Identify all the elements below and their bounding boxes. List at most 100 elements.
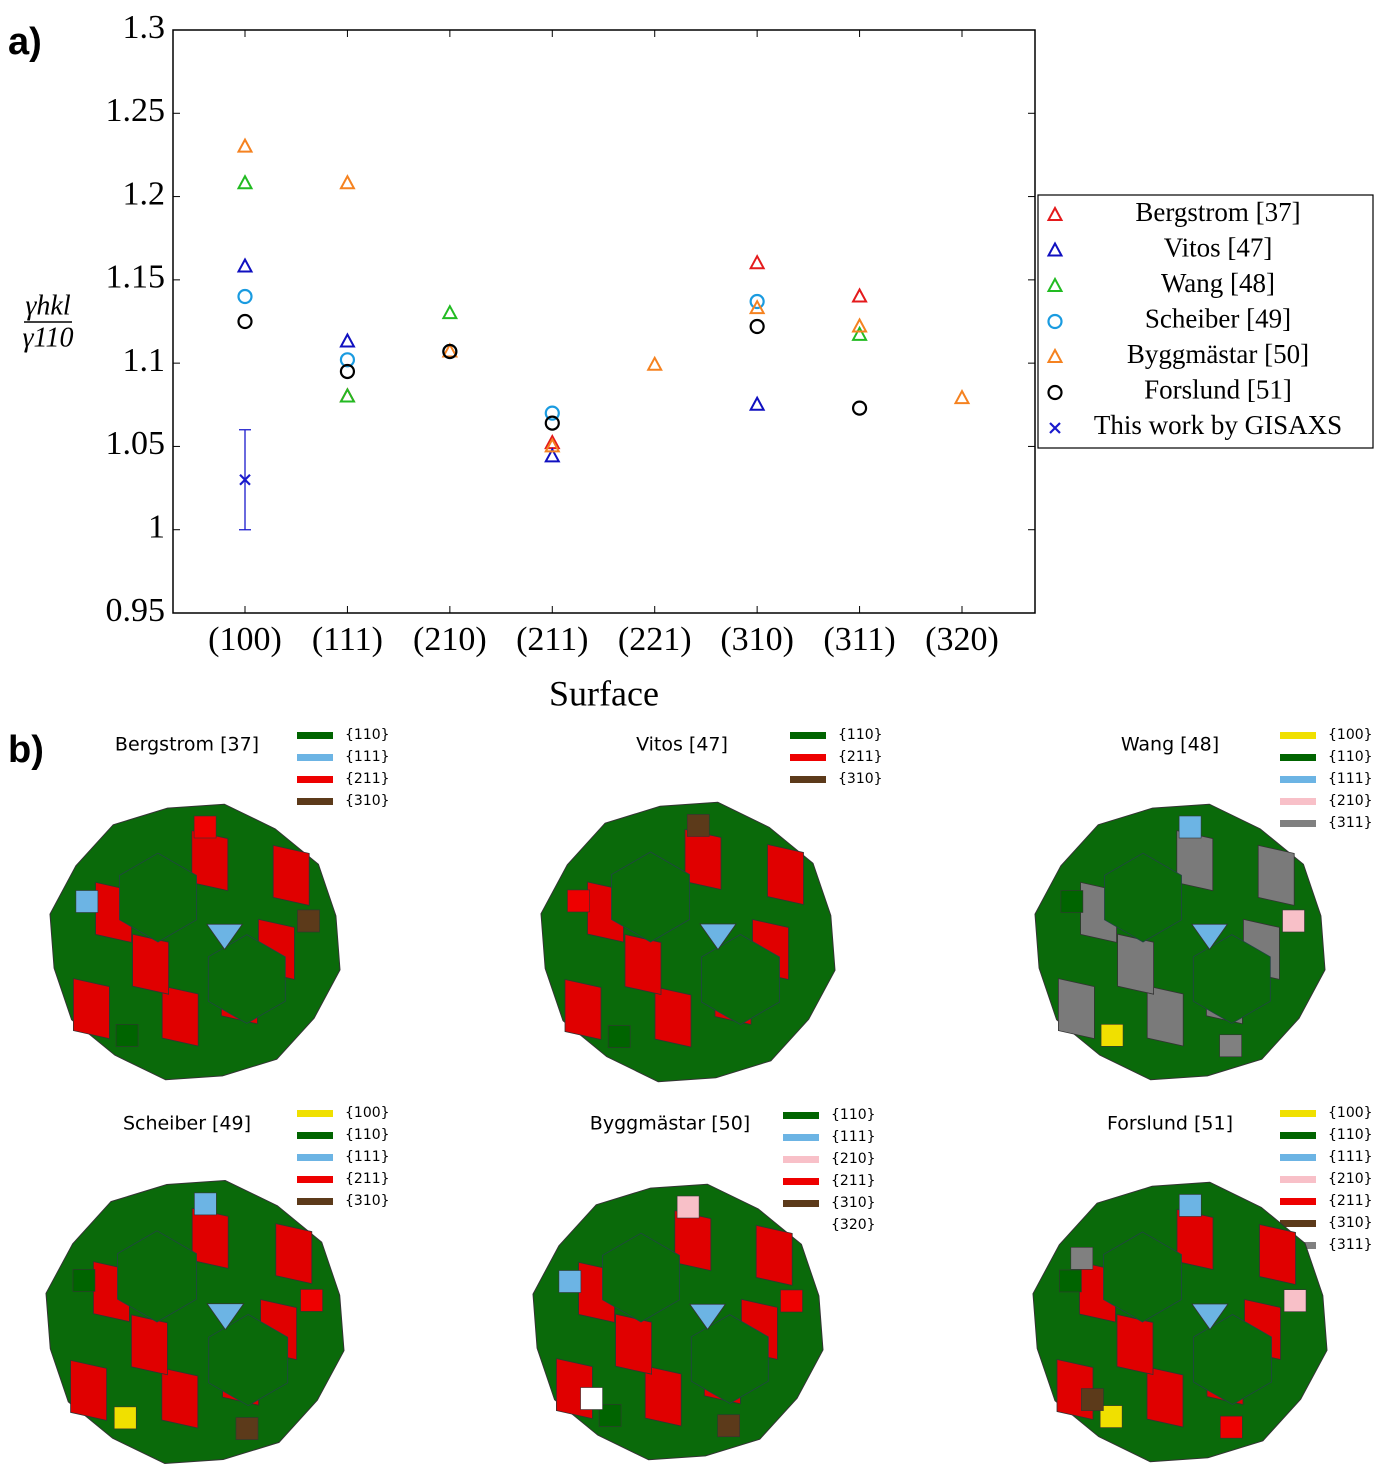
legend-label: {100} bbox=[1328, 1105, 1373, 1121]
facet bbox=[75, 890, 99, 913]
shape-title: Forslund [51] bbox=[1107, 1113, 1233, 1135]
legend-swatch bbox=[783, 1200, 819, 1207]
y-tick-label: 1.2 bbox=[123, 175, 166, 212]
facet bbox=[567, 889, 590, 913]
legend-label: {111} bbox=[1328, 771, 1373, 787]
legend-label: {211} bbox=[831, 1173, 876, 1189]
facet bbox=[598, 1404, 622, 1427]
legend-swatch bbox=[1280, 754, 1316, 761]
facet bbox=[602, 1232, 680, 1323]
triangle-marker bbox=[236, 174, 254, 190]
legend-swatch bbox=[297, 1176, 333, 1183]
triangle-marker bbox=[1046, 205, 1064, 221]
facet bbox=[699, 923, 737, 951]
y-tick-label: 1.15 bbox=[106, 259, 166, 296]
x-tick-label: (320) bbox=[925, 621, 999, 658]
triangle-marker bbox=[1046, 276, 1064, 292]
triangle-marker bbox=[236, 257, 254, 273]
facet bbox=[73, 978, 110, 1040]
facet bbox=[207, 934, 286, 1024]
triangle-marker bbox=[1046, 347, 1064, 363]
facet bbox=[1099, 1405, 1123, 1428]
facet bbox=[1070, 1247, 1094, 1270]
facet bbox=[701, 934, 780, 1025]
triangle-marker bbox=[339, 387, 356, 403]
legend-label: {100} bbox=[1328, 727, 1373, 743]
facet bbox=[70, 1359, 107, 1421]
legend-label: {110} bbox=[345, 1127, 390, 1143]
facet bbox=[300, 1289, 323, 1312]
circle-marker bbox=[544, 405, 560, 421]
facet bbox=[275, 1223, 313, 1285]
facet bbox=[206, 1303, 245, 1331]
facet bbox=[161, 1367, 199, 1429]
legend-box bbox=[1037, 194, 1374, 449]
legend-label: {211} bbox=[345, 1171, 390, 1187]
facet bbox=[624, 934, 662, 995]
facet bbox=[1257, 844, 1295, 906]
circle-marker bbox=[339, 352, 356, 368]
legend-label: {100} bbox=[345, 1105, 390, 1121]
facet bbox=[1060, 890, 1084, 913]
y-tick-label: 1.25 bbox=[106, 92, 166, 129]
legend-label: Wang [48] bbox=[1161, 268, 1275, 298]
legend-swatch bbox=[790, 732, 826, 739]
facet bbox=[644, 1365, 682, 1427]
legend-label: {110} bbox=[1328, 749, 1373, 765]
legend-label: {311} bbox=[1328, 815, 1373, 831]
facet bbox=[1220, 1415, 1243, 1439]
facet bbox=[1146, 1366, 1184, 1428]
legend-label: {111} bbox=[345, 1149, 390, 1165]
x-axis-label: Surface bbox=[549, 673, 659, 713]
legend-swatch bbox=[297, 732, 333, 739]
facet bbox=[1081, 1388, 1104, 1411]
legend-swatch bbox=[297, 1154, 333, 1161]
legend-swatch bbox=[1280, 1132, 1316, 1139]
y-tick-label: 1.1 bbox=[123, 342, 166, 379]
facet bbox=[1259, 1224, 1296, 1285]
facet bbox=[558, 1270, 582, 1293]
circle-marker bbox=[544, 415, 560, 431]
facet bbox=[191, 830, 229, 892]
facet bbox=[580, 1387, 603, 1410]
triangle-marker bbox=[646, 355, 663, 371]
triangle-marker bbox=[748, 254, 766, 270]
particle-shape bbox=[1034, 803, 1326, 1081]
circle-marker bbox=[749, 318, 765, 335]
legend-swatch bbox=[297, 798, 333, 805]
facet bbox=[1103, 1231, 1182, 1323]
triangle-marker bbox=[748, 299, 766, 315]
facet bbox=[615, 1313, 652, 1375]
legend-label: {211} bbox=[838, 749, 883, 765]
legend-label: {310} bbox=[838, 771, 883, 787]
facet bbox=[1178, 1194, 1202, 1217]
legend-swatch bbox=[790, 754, 826, 761]
facet bbox=[1193, 1314, 1272, 1405]
facet bbox=[1176, 830, 1214, 892]
facet bbox=[1176, 1209, 1214, 1270]
facet bbox=[717, 1414, 740, 1438]
legend-swatch bbox=[1280, 1176, 1316, 1183]
legend-swatch bbox=[297, 754, 333, 761]
triangle-marker bbox=[441, 304, 459, 320]
facet bbox=[767, 844, 804, 905]
particle-shape bbox=[540, 801, 836, 1083]
facet bbox=[684, 829, 722, 890]
legend-swatch bbox=[1280, 1154, 1316, 1161]
x-tick-label: (100) bbox=[208, 621, 282, 658]
y-tick-label: 0.95 bbox=[106, 592, 166, 629]
legend-label: {110} bbox=[838, 727, 883, 743]
y-tick-label: 1.05 bbox=[106, 425, 166, 462]
panel-label: b) bbox=[8, 729, 44, 771]
particle-shape bbox=[49, 803, 341, 1081]
facet bbox=[272, 844, 310, 906]
plot-frame bbox=[172, 29, 1036, 614]
x-marker bbox=[1049, 422, 1061, 434]
shape-title: Scheiber [49] bbox=[123, 1113, 251, 1135]
triangle-marker bbox=[339, 174, 356, 190]
facet bbox=[117, 1230, 197, 1323]
triangle-marker bbox=[1046, 241, 1064, 257]
legend-label: Vitos [47] bbox=[1164, 233, 1273, 263]
legend-label: Scheiber [49] bbox=[1145, 304, 1291, 334]
